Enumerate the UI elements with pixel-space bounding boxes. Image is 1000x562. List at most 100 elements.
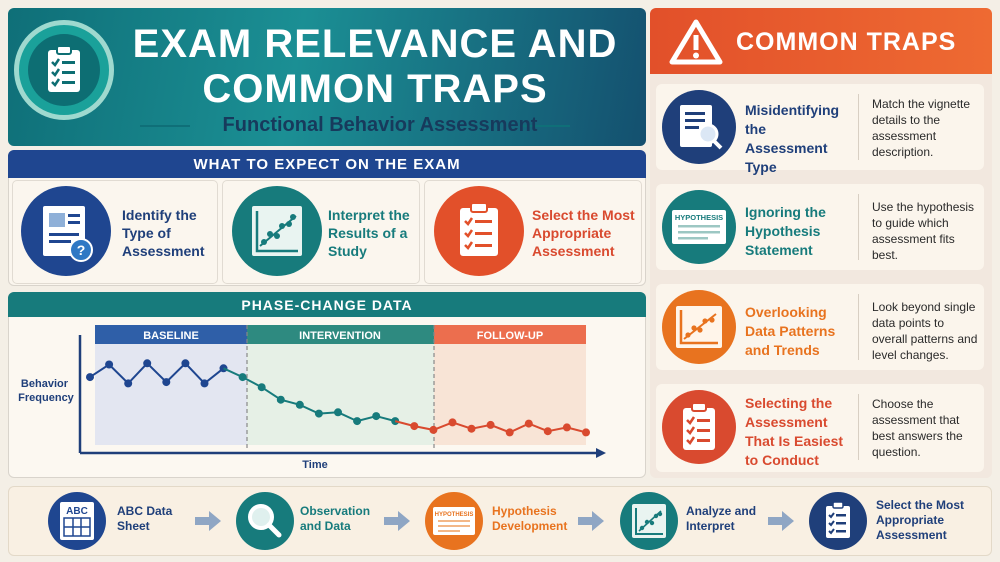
trap-label-misidentifying: Misidentifying the Assessment Type bbox=[745, 102, 840, 175]
follow-up-data-point bbox=[562, 423, 571, 432]
process-step-observation: Observation and Data bbox=[300, 504, 371, 533]
expect-label-identify: Identify the Type of Assessment bbox=[122, 207, 205, 259]
y-axis-label-line1: Behavior bbox=[21, 378, 69, 390]
expect-label-select: Select the Most Appropriate Assessment bbox=[532, 207, 635, 259]
process-step-icon bbox=[236, 492, 294, 550]
follow-up-data-point bbox=[505, 428, 514, 437]
trap-icon-circle: HYPOTHESIS bbox=[662, 190, 736, 264]
trap-icon-circle bbox=[662, 390, 736, 464]
baseline-data-point bbox=[200, 379, 209, 388]
baseline-series-line bbox=[89, 361, 225, 385]
header-icon-badge bbox=[14, 20, 114, 120]
scatter-chart-icon bbox=[676, 306, 722, 348]
expect-icon-circle bbox=[434, 186, 524, 276]
scatter-chart-icon bbox=[252, 206, 302, 256]
arrow-right-icon bbox=[384, 511, 410, 531]
follow-up-data-point bbox=[410, 422, 419, 431]
phase-change-chart: BASELINE INTERVENTION FOLLOW-UP Behavior… bbox=[18, 325, 606, 471]
document-question-icon: ? bbox=[43, 206, 93, 262]
expect-icon-circle: ? bbox=[21, 186, 111, 276]
hypothesis-document-icon: HYPOTHESIS bbox=[672, 210, 726, 244]
phase-label-intervention: INTERVENTION bbox=[299, 330, 381, 342]
phase-label-follow-up: FOLLOW-UP bbox=[477, 330, 543, 342]
intervention-data-point bbox=[257, 383, 266, 392]
page-title: EXAM RELEVANCE AND COMMON TRAPS bbox=[132, 22, 618, 111]
clipboard-checklist-icon bbox=[460, 202, 498, 256]
process-step-analyze: Analyze and Interpret bbox=[686, 504, 757, 533]
process-step-icon bbox=[620, 492, 678, 550]
expect-title-bar bbox=[8, 150, 646, 178]
x-axis-arrowhead bbox=[596, 448, 606, 458]
follow-up-data-point bbox=[467, 424, 476, 433]
process-step-icon: ABC bbox=[48, 492, 106, 550]
arrow-right-icon bbox=[578, 511, 604, 531]
follow-up-data-point bbox=[429, 425, 438, 434]
intervention-data-point bbox=[334, 408, 342, 417]
arrow-right-icon bbox=[195, 511, 221, 531]
hypothesis-icon-text: HYPOTHESIS bbox=[675, 213, 723, 222]
clipboard-checklist-icon bbox=[826, 501, 850, 538]
intervention-series-line bbox=[223, 367, 396, 423]
intervention-data-point bbox=[295, 400, 304, 409]
trap-desc-misidentifying: Match the vignette details to the assess… bbox=[872, 97, 971, 159]
trap-divider bbox=[858, 94, 859, 160]
scatter-chart-icon bbox=[632, 504, 666, 538]
baseline-data-point bbox=[124, 379, 133, 388]
phase-label-baseline: BASELINE bbox=[143, 330, 199, 342]
intervention-data-point bbox=[353, 417, 362, 426]
follow-up-phase-header bbox=[434, 325, 586, 344]
baseline-data-point bbox=[181, 359, 190, 368]
warning-triangle-icon bbox=[669, 19, 723, 65]
trap-desc-ignoring: Use the hypothesis to guide which assess… bbox=[872, 200, 975, 262]
trap-label-selecting: Selecting the Assessment That Is Easiest… bbox=[745, 395, 844, 468]
intervention-data-point bbox=[238, 373, 247, 382]
follow-up-data-point bbox=[486, 420, 495, 429]
traps-title: COMMON TRAPS bbox=[736, 28, 957, 56]
process-step-icon: HYPOTHESIS bbox=[425, 492, 483, 550]
phase-title-bar bbox=[8, 292, 646, 317]
chart-title: PHASE-CHANGE DATA bbox=[241, 297, 413, 313]
intervention-data-point bbox=[276, 395, 285, 404]
trap-label-overlooking: Overlooking Data Patterns and Trends bbox=[745, 304, 836, 358]
expect-title: WHAT TO EXPECT ON THE EXAM bbox=[193, 156, 461, 173]
follow-up-data-point bbox=[543, 427, 552, 436]
clipboard-checklist-icon bbox=[683, 402, 715, 450]
baseline-data-point bbox=[143, 359, 152, 368]
arrow-right-icon bbox=[768, 511, 794, 531]
trap-icon-circle bbox=[662, 290, 736, 364]
trap-divider bbox=[858, 294, 859, 360]
process-step-icon bbox=[809, 492, 867, 550]
baseline-phase-header bbox=[95, 325, 247, 344]
trap-divider bbox=[858, 194, 859, 260]
process-step-hypothesis: Hypothesis Development bbox=[492, 504, 568, 533]
header-banner bbox=[8, 8, 646, 146]
follow-up-data-point bbox=[448, 418, 457, 427]
trap-desc-selecting: Choose the assessment that best answers … bbox=[872, 397, 963, 459]
trap-label-ignoring: Ignoring the Hypothesis Statement bbox=[745, 204, 826, 258]
hypothesis-icon-text: HYPOTHESIS bbox=[435, 512, 474, 518]
subtitle-rule-right bbox=[520, 125, 570, 127]
baseline-data-point bbox=[162, 378, 171, 387]
follow-up-data-point bbox=[524, 419, 533, 428]
trap-desc-overlooking: Look beyond single data points to overal… bbox=[872, 300, 978, 362]
follow-up-data-point bbox=[582, 428, 590, 437]
x-axis-label: Time bbox=[302, 459, 327, 471]
trap-divider bbox=[858, 394, 859, 460]
trap-icon-circle bbox=[662, 90, 736, 164]
clipboard-checklist-icon bbox=[48, 45, 80, 92]
svg-text:?: ? bbox=[77, 242, 86, 258]
document-magnifier-icon bbox=[680, 105, 723, 150]
y-axis-label-line2: Frequency bbox=[18, 392, 75, 404]
intervention-phase-band bbox=[247, 325, 434, 445]
intervention-data-point bbox=[314, 409, 323, 418]
baseline-data-point bbox=[105, 360, 114, 369]
process-step-abc: ABC Data Sheet bbox=[117, 504, 173, 533]
baseline-phase-band bbox=[95, 325, 247, 445]
expect-icon-circle bbox=[232, 186, 322, 276]
baseline-data-point bbox=[86, 373, 94, 382]
expect-label-interpret: Interpret the Results of a Study bbox=[328, 207, 410, 259]
subtitle-rule-left bbox=[140, 125, 190, 127]
abc-icon-text: ABC bbox=[66, 506, 88, 517]
hypothesis-document-icon: HYPOTHESIS bbox=[433, 507, 475, 535]
y-axis-label: Behavior Frequency bbox=[18, 378, 75, 404]
